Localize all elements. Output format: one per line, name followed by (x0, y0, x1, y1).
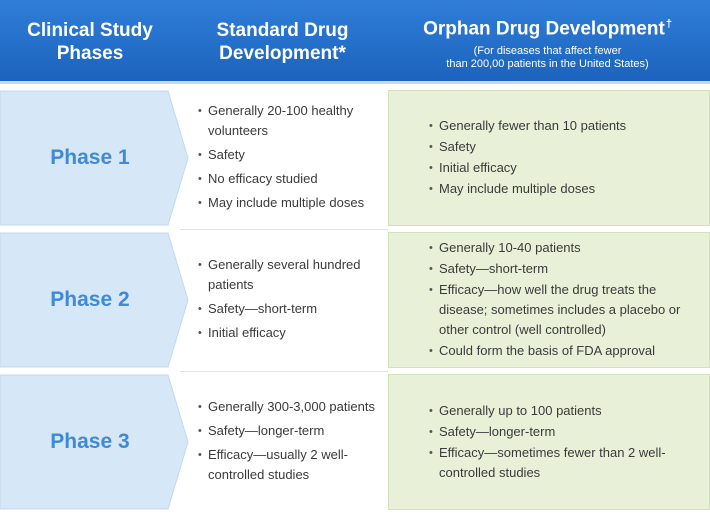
phase-2-orphan-item: Safety—short-term (429, 259, 701, 279)
phase-1-standard-item: May include multiple doses (198, 193, 383, 213)
phase-row-1: Phase 1 Generally 20-100 healthy volunte… (0, 88, 710, 228)
phase-2-standard-item: Initial efficacy (198, 323, 383, 343)
phase-3-standard-item: Safety—longer-term (198, 421, 383, 441)
phase-2-label: Phase 2 (50, 288, 130, 311)
header-standard-title: Standard Drug Development* (216, 20, 349, 64)
phase-1-orphan-item: Generally fewer than 10 patients (429, 116, 701, 136)
phase-1-orphan-item: Safety (429, 137, 701, 157)
header-orphan-title: Orphan Drug Development (423, 18, 665, 40)
phase-2-standard: Generally several hundred patients Safet… (198, 230, 383, 370)
header-orphan-title-wrap: Orphan Drug Development† (423, 13, 672, 40)
header-phases-title: Clinical Study Phases (27, 20, 153, 64)
phase-1-standard: Generally 20-100 healthy volunteers Safe… (198, 88, 383, 228)
phase-1-standard-item: No efficacy studied (198, 169, 383, 189)
header-phases: Clinical Study Phases (0, 0, 180, 84)
phase-2-chevron (0, 232, 189, 368)
phase-1-orphan-item: May include multiple doses (429, 179, 701, 199)
phase-1-standard-item: Generally 20-100 healthy volunteers (198, 101, 383, 141)
phase-3-standard-item: Generally 300-3,000 patients (198, 397, 383, 417)
row-divider (180, 229, 388, 230)
phase-1-orphan-item: Initial efficacy (429, 158, 701, 178)
phase-2-orphan: Generally 10-40 patients Safety—short-te… (388, 232, 710, 368)
phase-1-chevron (0, 90, 189, 226)
phase-row-3: Phase 3 Generally 300-3,000 patients Saf… (0, 372, 710, 512)
phase-1-orphan: Generally fewer than 10 patients Safety … (388, 90, 710, 226)
phase-2-orphan-item: Generally 10-40 patients (429, 238, 701, 258)
phase-2-standard-item: Generally several hundred patients (198, 255, 383, 295)
phase-row-2: Phase 2 Generally several hundred patien… (0, 230, 710, 370)
phase-3-orphan-item: Generally up to 100 patients (429, 401, 701, 421)
phase-3-chevron (0, 374, 189, 510)
row-divider (180, 371, 388, 372)
dagger-mark: † (665, 18, 672, 31)
phase-3-orphan-item: Safety—longer-term (429, 422, 701, 442)
phase-3-standard: Generally 300-3,000 patients Safety—long… (198, 372, 383, 512)
header-standard: Standard Drug Development* (180, 0, 385, 84)
phase-3-label: Phase 3 (50, 430, 130, 453)
phase-1-standard-item: Safety (198, 145, 383, 165)
phase-1-label: Phase 1 (50, 146, 130, 169)
header-orphan: Orphan Drug Development† (For diseases t… (385, 0, 710, 84)
phase-3-orphan-item: Efficacy—sometimes fewer than 2 well-con… (429, 443, 701, 483)
header-orphan-subtitle: (For diseases that affect fewer than 200… (446, 44, 649, 70)
phase-2-orphan-item: Efficacy—how well the drug treats the di… (429, 280, 701, 340)
phase-3-standard-item: Efficacy—usually 2 well-controlled studi… (198, 445, 383, 485)
phase-2-orphan-item: Could form the basis of FDA approval (429, 341, 701, 361)
header-bar: Clinical Study Phases Standard Drug Deve… (0, 0, 710, 84)
phase-2-standard-item: Safety—short-term (198, 299, 383, 319)
phase-3-orphan: Generally up to 100 patients Safety—long… (388, 374, 710, 510)
